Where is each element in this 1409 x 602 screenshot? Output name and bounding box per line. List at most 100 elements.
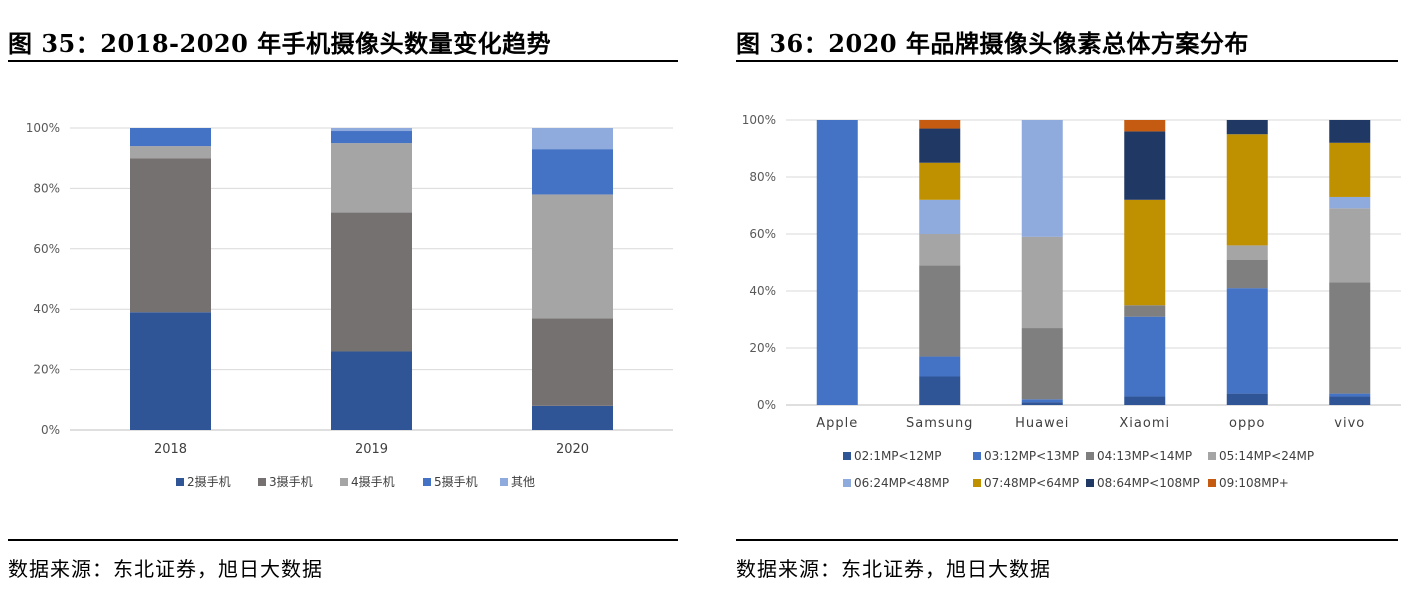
bar-segment-vivo-2 [1329, 393, 1371, 397]
legend-label: 06:24MP<48MP [854, 476, 949, 490]
figure-36-source: 数据来源：东北证券，旭日大数据 [736, 557, 1051, 581]
category-label: vivo [1334, 416, 1365, 431]
category-label: Samsung [906, 416, 973, 431]
bar-segment-Xiaomi-6 [1124, 199, 1166, 306]
figure-35-title: 图 35：2018-2020 年手机摄像头数量变化趋势 [8, 29, 552, 58]
bar-segment-Huawei-5 [1021, 120, 1063, 237]
legend-swatch [340, 478, 348, 486]
bar-segment-oppo-7 [1226, 120, 1268, 135]
bar-segment-2018-1 [130, 312, 211, 430]
bar-segment-2019-3 [331, 143, 412, 213]
bar-segment-2020-2 [532, 318, 613, 406]
bar-segment-Apple-2 [816, 120, 858, 405]
category-label: Apple [816, 416, 858, 431]
bar-segment-Samsung-5 [919, 199, 961, 234]
bar-segment-vivo-6 [1329, 142, 1371, 197]
y-tick-label: 60% [749, 227, 776, 241]
bar-segment-2018-3 [130, 146, 211, 159]
bar-segment-2019-5 [331, 128, 412, 132]
legend-label: 3摄手机 [269, 474, 313, 489]
bar-segment-Xiaomi-8 [1124, 120, 1166, 132]
y-tick-label: 0% [757, 398, 776, 412]
y-tick-label: 20% [749, 341, 776, 355]
bar-segment-Xiaomi-2 [1124, 316, 1166, 397]
figure-36-top-rule [736, 60, 1398, 62]
bar-segment-2020-3 [532, 194, 613, 319]
legend-swatch [423, 478, 431, 486]
y-tick-label: 0% [41, 423, 60, 437]
y-tick-label: 80% [33, 181, 60, 195]
bar-segment-Xiaomi-1 [1124, 396, 1166, 405]
category-label: 2019 [355, 442, 388, 457]
bar-segment-vivo-5 [1329, 196, 1371, 209]
figure-35-source: 数据来源：东北证券，旭日大数据 [8, 557, 323, 581]
bar-segment-Xiaomi-3 [1124, 305, 1166, 317]
bar-segment-vivo-4 [1329, 208, 1371, 283]
figure-35-top-rule [8, 60, 678, 62]
bar-segment-vivo-1 [1329, 396, 1371, 405]
y-tick-label: 40% [33, 302, 60, 316]
category-label: 2020 [556, 442, 589, 457]
figure-36-chart: 0% 20% 40% 60% 80% 100% Apple Samsung Huawei Xiao… [742, 113, 1401, 490]
legend-label: 09:108MP+ [1219, 476, 1289, 490]
y-tick-label: 20% [33, 363, 60, 377]
legend-swatch [1208, 479, 1216, 487]
bar-segment-Xiaomi-7 [1124, 131, 1166, 200]
bar-segment-Samsung-8 [919, 120, 961, 129]
bar-segment-Huawei-3 [1021, 328, 1063, 400]
bar-segment-oppo-1 [1226, 393, 1268, 405]
bar-segment-2019-1 [331, 351, 412, 430]
bar-segment-oppo-3 [1226, 259, 1268, 289]
bar-segment-2020-5 [532, 128, 613, 150]
legend-label: 07:48MP<64MP [984, 476, 1079, 490]
bar-segment-Samsung-6 [919, 162, 961, 200]
bar-segment-2020-4 [532, 149, 613, 195]
figure-36-bottom-rule [736, 539, 1398, 541]
bar-segment-2018-4 [130, 128, 211, 147]
bar-segment-Samsung-3 [919, 265, 961, 357]
legend-label: 02:1MP<12MP [854, 449, 941, 463]
bar-segment-2018-2 [130, 158, 211, 313]
legend-swatch [843, 479, 851, 487]
legend-swatch [843, 452, 851, 460]
legend-swatch [176, 478, 184, 486]
legend-swatch [500, 478, 508, 486]
bar-segment-2019-4 [331, 131, 412, 144]
legend-swatch [1086, 479, 1094, 487]
legend-label: 4摄手机 [351, 474, 395, 489]
bar-segment-Huawei-2 [1021, 399, 1063, 403]
figure-36-title: 图 36：2020 年品牌摄像头像素总体方案分布 [736, 29, 1249, 58]
legend-label: 08:64MP<108MP [1097, 476, 1200, 490]
legend-swatch [973, 479, 981, 487]
category-label: Huawei [1015, 416, 1069, 431]
figure-35-panel: 图 35：2018-2020 年手机摄像头数量变化趋势 0% 20% 40% 60% 8… [0, 0, 690, 602]
legend-label: 2摄手机 [187, 474, 231, 489]
figure-35-bottom-rule [8, 539, 678, 541]
bar-segment-Samsung-2 [919, 356, 961, 377]
legend-swatch [1208, 452, 1216, 460]
bar-segment-Samsung-4 [919, 234, 961, 266]
legend-swatch [1086, 452, 1094, 460]
bar-segment-2019-2 [331, 212, 412, 352]
legend-label: 其他 [511, 475, 535, 489]
bar-segment-Samsung-7 [919, 128, 961, 163]
bar-segment-Huawei-1 [1021, 402, 1063, 405]
bar-segment-oppo-4 [1226, 245, 1268, 260]
bar-segment-2020-1 [532, 405, 613, 430]
category-label: oppo [1229, 416, 1265, 431]
legend-label: 5摄手机 [434, 474, 478, 489]
bar-segment-vivo-7 [1329, 120, 1371, 143]
legend-label: 03:12MP<13MP [984, 449, 1079, 463]
category-label: Xiaomi [1119, 416, 1170, 431]
legend-swatch [973, 452, 981, 460]
legend-swatch [258, 478, 266, 486]
legend-label: 05:14MP<24MP [1219, 449, 1314, 463]
bar-segment-oppo-2 [1226, 288, 1268, 394]
y-tick-label: 40% [749, 284, 776, 298]
bar-segment-oppo-6 [1226, 134, 1268, 246]
bar-segment-Samsung-1 [919, 376, 961, 405]
y-tick-label: 100% [26, 121, 60, 135]
y-tick-label: 100% [742, 113, 776, 127]
y-tick-label: 60% [33, 242, 60, 256]
bar-segment-vivo-3 [1329, 282, 1371, 394]
